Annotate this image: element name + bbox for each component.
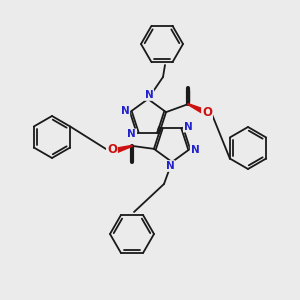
Text: N: N xyxy=(184,122,193,132)
Text: O: O xyxy=(107,143,117,156)
Text: N: N xyxy=(145,90,153,100)
Text: N: N xyxy=(121,106,129,116)
Polygon shape xyxy=(188,104,206,114)
Polygon shape xyxy=(114,146,132,153)
Text: N: N xyxy=(166,161,174,171)
Text: N: N xyxy=(191,145,200,155)
Text: N: N xyxy=(128,129,136,140)
Text: O: O xyxy=(202,106,212,118)
